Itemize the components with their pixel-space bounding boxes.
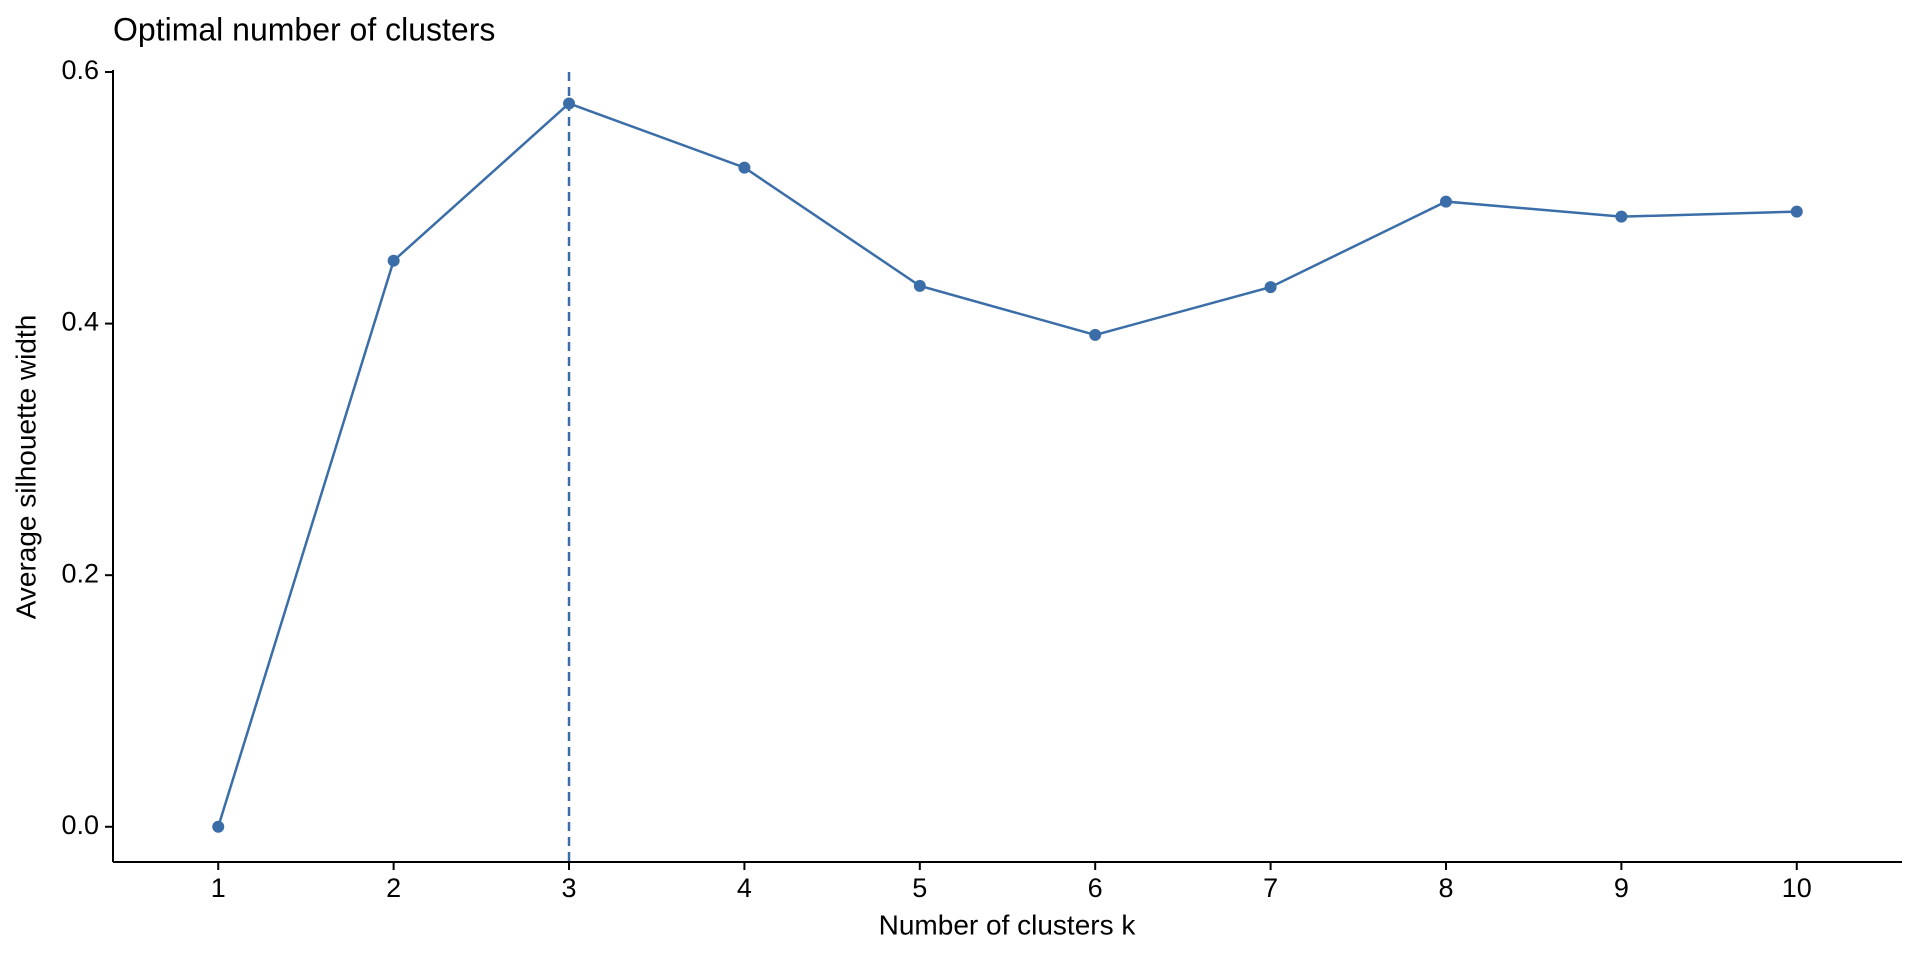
y-tick-label: 0.4 <box>61 307 99 337</box>
x-tick-label: 2 <box>386 873 401 903</box>
point <box>1790 205 1803 218</box>
x-tick-label: 3 <box>562 873 577 903</box>
point <box>1615 210 1628 223</box>
point <box>1264 281 1277 294</box>
point <box>1089 328 1102 341</box>
y-tick-label: 0.6 <box>61 55 99 85</box>
point <box>1439 195 1452 208</box>
x-axis-label: Number of clusters k <box>879 909 1137 940</box>
point <box>738 161 751 174</box>
x-tick-label: 5 <box>912 873 927 903</box>
x-tick-label: 7 <box>1263 873 1278 903</box>
point <box>563 97 576 110</box>
x-tick-label: 10 <box>1782 873 1812 903</box>
point <box>913 279 926 292</box>
y-tick-label: 0.0 <box>61 810 99 840</box>
point <box>387 254 400 267</box>
x-tick-label: 1 <box>211 873 226 903</box>
x-tick-label: 8 <box>1438 873 1453 903</box>
y-axis-label: Average silhouette width <box>10 315 41 620</box>
x-tick-label: 6 <box>1088 873 1103 903</box>
x-tick-label: 9 <box>1614 873 1629 903</box>
point <box>212 820 225 833</box>
chart-title: Optimal number of clusters <box>113 11 495 47</box>
y-tick-label: 0.2 <box>61 558 99 588</box>
series-line <box>217 102 1797 828</box>
x-tick-label: 4 <box>737 873 752 903</box>
